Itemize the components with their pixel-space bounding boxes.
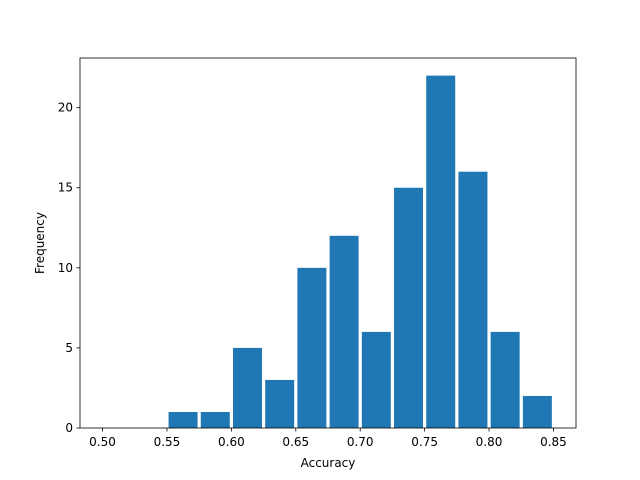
histogram-bar [297,267,327,428]
plot-frame [79,57,577,429]
x-tick-label: 0.85 [540,435,567,449]
x-tick-label: 0.65 [282,435,309,449]
x-axis-label: Accuracy [301,456,356,470]
x-tick-label: 0.75 [411,435,438,449]
histogram-bar [522,395,552,428]
histogram-bar [426,75,456,428]
x-tick-label: 0.70 [347,435,374,449]
y-ticks-group: 0 5 10 15 20 [58,101,80,435]
histogram-bar [168,411,198,428]
histogram-bar [265,379,295,428]
bars-group [168,75,552,428]
y-tick-label: 15 [58,181,73,195]
x-tick-label: 0.60 [218,435,245,449]
histogram-bar [361,331,391,428]
x-tick-label: 0.80 [476,435,503,449]
histogram-bar [458,171,488,428]
x-tick-label: 0.50 [89,435,116,449]
histogram-bar [394,187,424,428]
histogram-bar [200,411,230,428]
histogram-bar [490,331,520,428]
histogram-bar [329,235,359,428]
y-axis-label: Frequency [33,212,47,274]
histogram-bar [232,347,262,428]
y-tick-label: 0 [65,421,73,435]
x-ticks-group: 0.50 0.55 0.60 0.65 0.70 0.75 0.80 0.85 [89,428,567,449]
y-tick-label: 20 [58,101,73,115]
y-tick-label: 10 [58,261,73,275]
x-tick-label: 0.55 [154,435,181,449]
y-tick-label: 5 [65,341,73,355]
